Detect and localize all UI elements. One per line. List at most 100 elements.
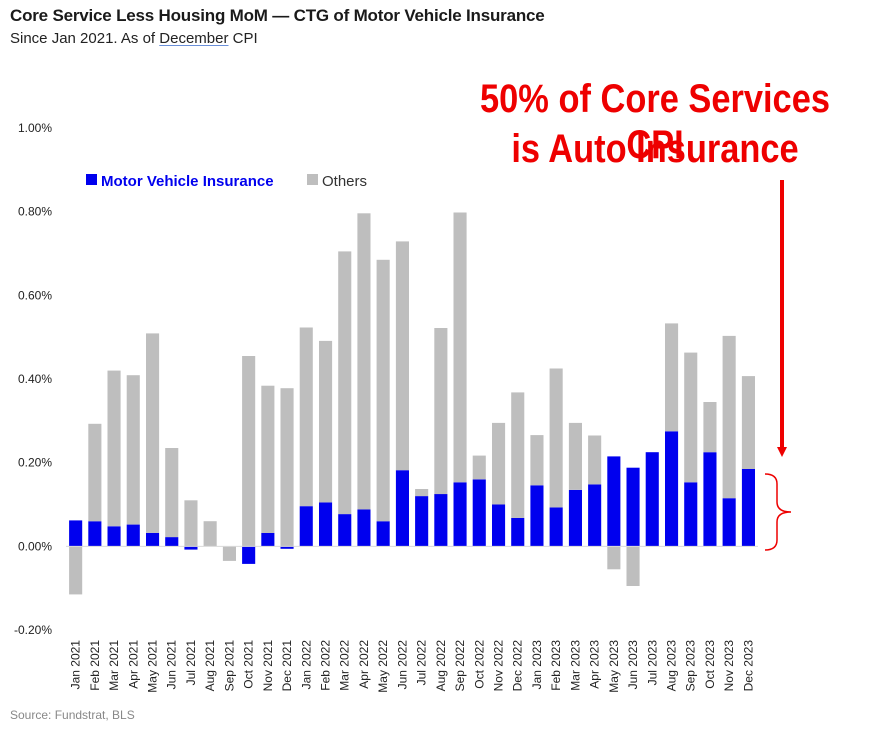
x-tick-label: Sep 2022: [453, 640, 467, 692]
annotation-line-1: 50% of Core Services CPI: [480, 77, 830, 167]
x-tick-label: Dec 2021: [280, 640, 294, 692]
bar-others: [741, 376, 755, 469]
bar-others: [165, 448, 179, 538]
x-tick-label: Mar 2023: [568, 640, 582, 691]
bar-motor-vehicle-insurance: [357, 509, 371, 547]
x-tick-label: Feb 2023: [549, 640, 563, 691]
chart-subtitle: Since Jan 2021. As of December CPI: [10, 30, 258, 47]
annotation-line-2: is Auto Insurance: [511, 127, 799, 171]
bar-others: [453, 212, 467, 483]
x-tick-label: Jul 2023: [645, 640, 659, 686]
x-tick-label: Mar 2022: [338, 640, 352, 691]
bar-motor-vehicle-insurance: [511, 517, 525, 547]
bar-motor-vehicle-insurance: [588, 484, 602, 547]
bar-others: [492, 422, 506, 505]
bar-motor-vehicle-insurance: [69, 520, 83, 547]
x-tick-label: Jun 2021: [165, 640, 179, 690]
bar-motor-vehicle-insurance: [242, 546, 256, 564]
bar-motor-vehicle-insurance: [88, 521, 102, 547]
subtitle-underlined: December: [159, 30, 229, 47]
x-tick-label: Nov 2023: [722, 640, 736, 692]
x-tick-label: Oct 2023: [703, 640, 717, 689]
bar-motor-vehicle-insurance: [261, 532, 275, 547]
bar-motor-vehicle-insurance: [741, 468, 755, 547]
legend-swatch-others: [307, 174, 318, 185]
x-tick-label: Jul 2021: [184, 640, 198, 686]
bar-motor-vehicle-insurance: [434, 494, 448, 547]
x-tick-label: Feb 2022: [319, 640, 333, 691]
bar-others: [203, 521, 217, 547]
bar-motor-vehicle-insurance: [107, 526, 121, 547]
bar-motor-vehicle-insurance: [453, 482, 467, 547]
legend-swatch-motor-vehicle-insurance: [86, 174, 97, 185]
x-tick-label: Aug 2023: [665, 640, 679, 692]
bar-others: [184, 500, 198, 547]
bar-others: [511, 392, 525, 518]
bar-others: [684, 352, 698, 483]
x-tick-label: Sep 2023: [684, 640, 698, 692]
x-tick-label: May 2021: [146, 640, 160, 693]
x-tick-label: Apr 2021: [126, 640, 140, 689]
bar-others: [357, 213, 371, 510]
y-tick-label: 0.80%: [18, 205, 52, 219]
bar-motor-vehicle-insurance: [568, 489, 582, 547]
bar-others: [338, 251, 352, 515]
y-tick-label: 0.40%: [18, 372, 52, 386]
red-curly-brace: [764, 473, 792, 551]
bar-others: [299, 327, 313, 507]
bar-others: [665, 323, 679, 432]
x-tick-label: Oct 2021: [242, 640, 256, 689]
y-tick-label: -0.20%: [14, 623, 52, 637]
bar-others: [549, 368, 563, 508]
x-tick-label: Dec 2022: [511, 640, 525, 692]
bar-motor-vehicle-insurance: [549, 507, 563, 547]
bar-others: [588, 435, 602, 485]
bar-motor-vehicle-insurance: [146, 532, 160, 547]
bar-others: [434, 328, 448, 495]
bar-motor-vehicle-insurance: [645, 452, 659, 547]
y-tick-label: 0.60%: [18, 288, 52, 302]
bar-motor-vehicle-insurance: [665, 431, 679, 547]
legend-label-others: Others: [322, 173, 367, 190]
bar-others: [107, 370, 121, 527]
bar-motor-vehicle-insurance: [415, 496, 429, 547]
bar-motor-vehicle-insurance: [126, 524, 140, 547]
bar-others: [472, 455, 486, 480]
bar-motor-vehicle-insurance: [530, 485, 544, 547]
bar-others: [242, 356, 256, 547]
bar-others: [376, 259, 390, 522]
bar-motor-vehicle-insurance: [703, 452, 717, 547]
bar-others: [395, 241, 409, 471]
bar-others: [703, 402, 717, 453]
bar-motor-vehicle-insurance: [607, 456, 621, 547]
y-axis: 1.00% 0.80% 0.60% 0.40% 0.20% 0.00% -0.20%: [14, 121, 52, 637]
x-tick-label: Jan 2022: [299, 640, 313, 690]
x-tick-label: Aug 2021: [203, 640, 217, 692]
x-tick-label: Jun 2022: [395, 640, 409, 690]
bar-others: [607, 546, 621, 570]
x-tick-label: Mar 2021: [107, 640, 121, 691]
x-tick-label: Nov 2021: [261, 640, 275, 692]
x-tick-label: May 2022: [376, 640, 390, 693]
bar-others: [319, 340, 333, 503]
chart-title: Core Service Less Housing MoM — CTG of M…: [10, 6, 545, 25]
bar-motor-vehicle-insurance: [280, 546, 294, 549]
x-axis: Jan 2021 Feb 2021 Mar 2021 Apr 2021 May 2021…: [69, 640, 756, 693]
bar-motor-vehicle-insurance: [376, 521, 390, 547]
bar-others: [530, 435, 544, 486]
bar-motor-vehicle-insurance: [338, 514, 352, 547]
bar-motor-vehicle-insurance: [319, 502, 333, 547]
x-tick-label: Apr 2023: [588, 640, 602, 689]
subtitle-suffix: CPI: [228, 30, 258, 47]
bar-others: [261, 385, 275, 533]
legend: Motor Vehicle Insurance Others: [86, 173, 367, 190]
bar-others: [88, 423, 102, 522]
bar-motor-vehicle-insurance: [165, 537, 179, 547]
bar-others: [568, 422, 582, 490]
y-tick-label: 1.00%: [18, 121, 52, 135]
x-tick-label: Jan 2023: [530, 640, 544, 690]
x-tick-label: Feb 2021: [88, 640, 102, 691]
x-tick-label: Jun 2023: [626, 640, 640, 690]
y-tick-label: 0.20%: [18, 456, 52, 470]
